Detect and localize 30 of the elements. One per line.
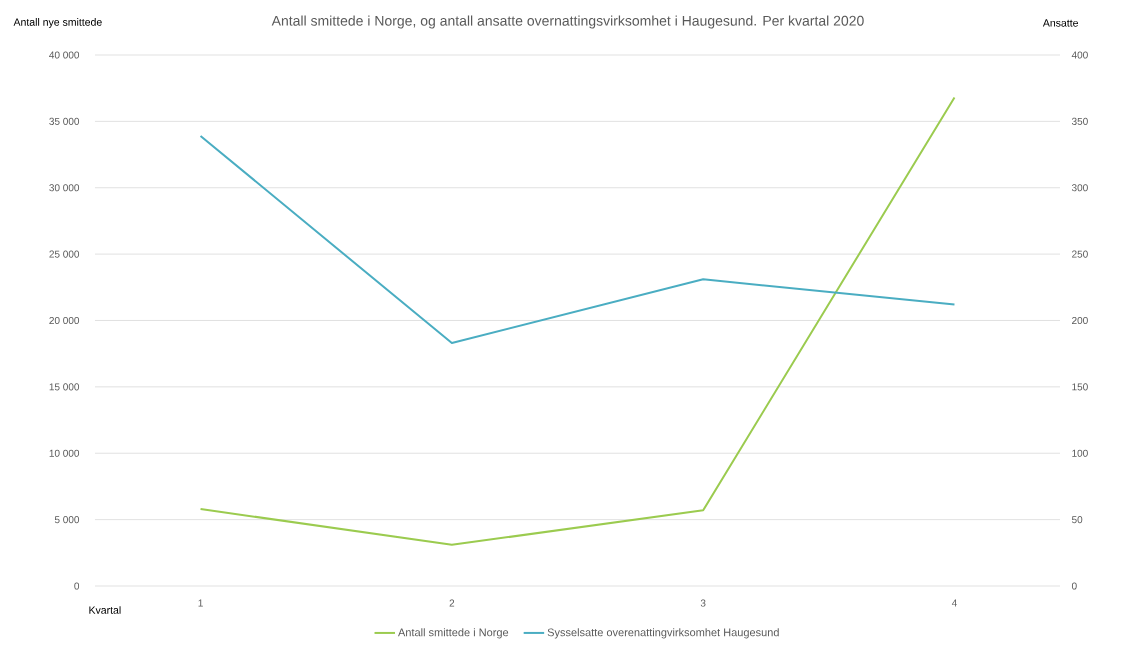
y2-tick-label: 300 (1071, 184, 1088, 192)
y-tick-label: 20 000 (49, 316, 80, 325)
y2-tick-label: 400 (1071, 51, 1088, 59)
x-tick-label: 3 (700, 599, 706, 607)
y2-tick-label: 200 (1072, 316, 1088, 325)
x-axis-title: Kvartal (89, 606, 121, 614)
x-tick-label: 2 (449, 599, 455, 607)
y-tick-label: 10 000 (49, 449, 80, 457)
y-tick-label: 15 000 (49, 383, 80, 391)
line-series (199, 96, 956, 546)
y-axis-title: Antall nye smittede (13, 18, 102, 28)
y-tick-label: 5 000 (54, 516, 80, 524)
x-tick-label: 1 (198, 599, 203, 607)
y2-tick-label: 350 (1071, 117, 1088, 125)
chart-title: Antall smittede i Norge, og antall ansatte overnattingsvirksomhet i Haugesund. Per kvartal 2020 (271, 15, 864, 29)
line-series (199, 134, 956, 345)
legend-label: Antall smittede i Norge (398, 628, 509, 639)
y2-tick-label: 0 (1071, 582, 1077, 590)
y2-tick-label: 150 (1072, 383, 1088, 391)
y2-axis-title: Ansatte (1042, 19, 1079, 27)
y-tick-label: 0 (74, 582, 80, 590)
y2-tick-label: 50 (1071, 516, 1083, 524)
legend-label: Sysselsatte overenattingvirksomhet Haugesund (547, 628, 779, 639)
y-tick-label: 35 000 (49, 117, 80, 125)
y2-tick-label: 100 (1072, 449, 1088, 457)
y2-tick-label: 250 (1072, 250, 1088, 258)
y-tick-label: 30 000 (49, 184, 80, 192)
y-tick-label: 40 000 (49, 51, 80, 59)
x-tick-label: 4 (951, 599, 957, 607)
y-tick-label: 25 000 (49, 250, 80, 258)
